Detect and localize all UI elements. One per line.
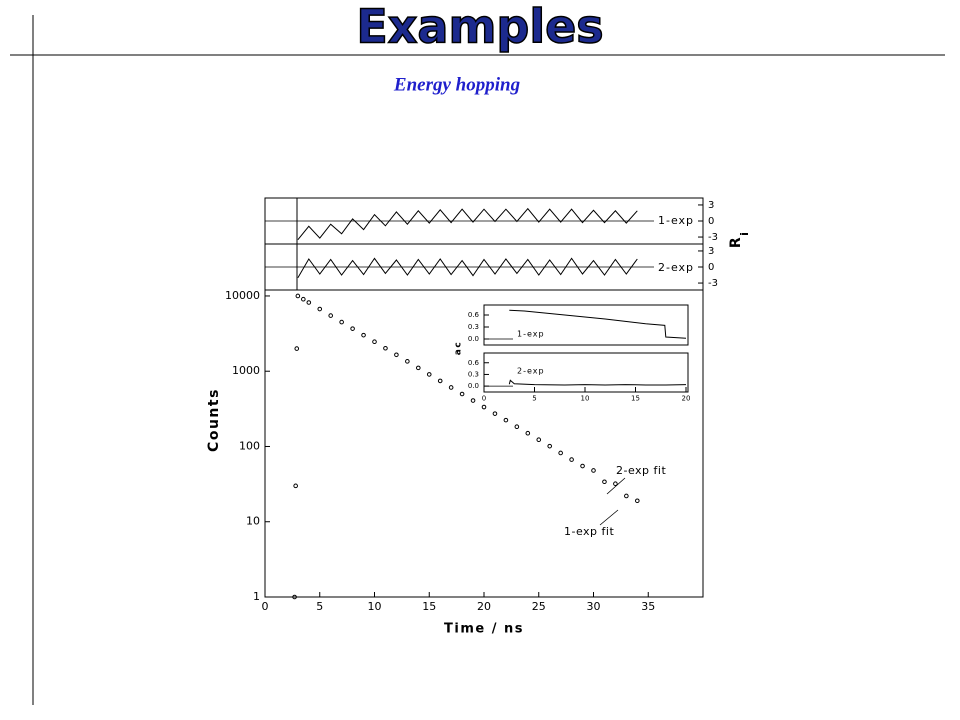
x-tick-label: 5	[532, 394, 536, 402]
y-tick-label: 0.6	[468, 311, 480, 319]
x-tick-label: 30	[587, 600, 601, 613]
data-point	[481, 404, 487, 410]
x-tick-label: 25	[532, 600, 546, 613]
y-axis-label: R	[728, 236, 744, 248]
data-point	[426, 372, 432, 377]
y-tick-label: 100	[239, 439, 260, 452]
data-point	[339, 319, 344, 325]
slide-subtitle: Energy hopping	[393, 74, 520, 95]
data-point	[306, 300, 312, 305]
x-tick-label: 0	[482, 394, 486, 402]
slide-title: Examples	[356, 0, 603, 54]
data-point	[459, 391, 465, 397]
y-tick-label: 3	[708, 246, 714, 257]
y-tick-label: 0.3	[468, 323, 479, 331]
data-point	[514, 424, 520, 430]
data-point	[492, 411, 498, 416]
x-tick-label: 15	[631, 394, 640, 402]
x-tick-label: 5	[316, 600, 323, 613]
data-point	[503, 417, 509, 423]
plot-frame	[483, 304, 689, 346]
data-point	[448, 385, 454, 390]
x-tick-label: 10	[581, 394, 590, 402]
data-point	[536, 437, 542, 443]
x-tick-label: 20	[477, 600, 491, 613]
data-line	[297, 207, 638, 241]
y-tick-label: -3	[708, 278, 718, 289]
data-point	[383, 345, 388, 351]
data-point	[569, 457, 574, 462]
data-point	[361, 332, 366, 338]
x-tick-label: 35	[641, 600, 655, 613]
x-tick-label: 0	[262, 600, 269, 613]
annotation-leader	[606, 477, 626, 495]
annotation: 2-exp fit	[616, 464, 666, 477]
plot-frame	[483, 352, 689, 393]
panel-label: 2-exp	[517, 367, 545, 376]
data-point	[292, 594, 297, 600]
data-point	[405, 359, 410, 364]
y-tick-label: 0.0	[468, 335, 479, 343]
data-point	[602, 479, 607, 485]
data-point	[317, 306, 323, 312]
y-tick-label: 10000	[225, 289, 260, 302]
panel-label: 1-exp	[658, 214, 694, 227]
y-tick-label: -3	[708, 232, 718, 243]
y-tick-label: 1	[253, 590, 260, 603]
annotation: 1-exp fit	[564, 525, 614, 538]
y-tick-label: 3	[708, 200, 714, 211]
panel-label: 2-exp	[658, 261, 694, 274]
data-point	[416, 365, 421, 371]
x-tick-label: 10	[368, 600, 382, 613]
data-point	[580, 463, 585, 469]
annotation-leader	[599, 509, 619, 526]
y-tick-label: 0	[708, 262, 714, 273]
y-axis-label: Counts	[206, 388, 222, 452]
x-tick-label: 15	[422, 600, 436, 613]
data-line	[509, 309, 687, 339]
data-point	[635, 498, 640, 504]
data-line	[297, 257, 638, 278]
data-point	[295, 293, 301, 299]
data-point	[624, 493, 629, 499]
x-tick-label: 20	[682, 394, 691, 402]
data-point	[591, 468, 596, 473]
y-tick-label: 0	[708, 216, 714, 227]
data-point	[437, 378, 443, 384]
data-point	[293, 483, 298, 489]
data-point	[350, 326, 355, 331]
y-tick-label: 0.6	[468, 359, 480, 367]
y-axis-label-subscript: i	[738, 232, 751, 236]
data-point	[470, 398, 476, 403]
data-point	[525, 430, 531, 436]
y-axis-label: ac	[454, 341, 464, 355]
data-point	[394, 352, 399, 358]
data-point	[547, 443, 553, 449]
y-tick-label: 10	[246, 515, 260, 528]
y-tick-label: 0.3	[468, 370, 479, 378]
data-point	[294, 346, 300, 351]
y-tick-label: 1000	[232, 364, 260, 377]
data-point	[328, 313, 334, 318]
data-point	[372, 339, 377, 345]
data-point	[613, 481, 618, 487]
data-line	[508, 379, 687, 386]
panel-label: 1-exp	[517, 330, 545, 339]
data-point	[301, 296, 306, 302]
y-tick-label: 0.0	[468, 382, 479, 390]
x-axis-label: Time / ns	[444, 622, 524, 637]
data-point	[558, 450, 563, 456]
